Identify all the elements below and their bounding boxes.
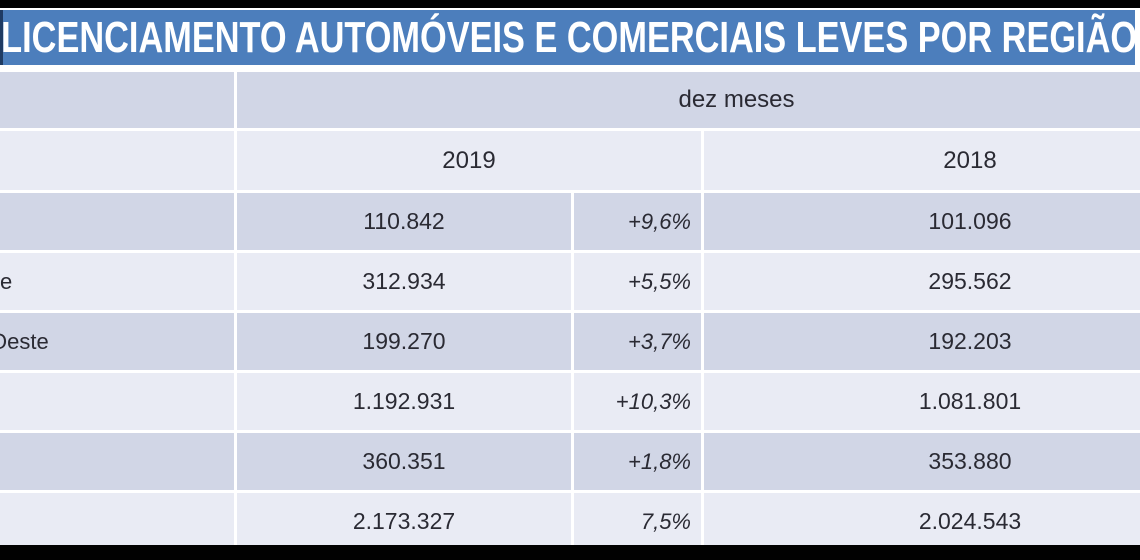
change-pct-cell: +1,8% <box>574 433 701 490</box>
change-pct-cell: +5,5% <box>574 253 701 310</box>
change-pct-cell: +3,7% <box>574 313 701 370</box>
bottom-border-bar <box>0 545 1140 560</box>
value-2019-cell: 312.934 <box>237 253 571 310</box>
value-2018-cell: 192.203 <box>704 313 1140 370</box>
value-2018-cell: 353.880 <box>704 433 1140 490</box>
change-pct-cell: 7,5% <box>574 493 701 550</box>
region-label-fragment: Oeste <box>0 328 49 354</box>
region-cell <box>0 433 234 490</box>
region-cell <box>0 373 234 430</box>
region-label-fragment: e <box>0 268 13 294</box>
value-2018-cell: 1.081.801 <box>704 373 1140 430</box>
value-2019-cell: 199.270 <box>237 313 571 370</box>
title-banner: LICENCIAMENTO AUTOMÓVEIS E COMERCIAIS LE… <box>0 10 1137 65</box>
value-2018-cell: 295.562 <box>704 253 1140 310</box>
change-pct-cell: +9,6% <box>574 193 701 250</box>
page-title: LICENCIAMENTO AUTOMÓVEIS E COMERCIAIS LE… <box>1 12 1137 62</box>
value-2018-cell: 2.024.543 <box>704 493 1140 550</box>
region-cell <box>0 493 234 550</box>
region-cell: Oeste <box>0 313 234 370</box>
value-2019-cell: 110.842 <box>237 193 571 250</box>
value-2019-cell: 2.173.327 <box>237 493 571 550</box>
region-licensing-table: dez meses 2019 2018 110.842 +9,6% 101.096 e… <box>0 72 1140 550</box>
value-2019-cell: 360.351 <box>237 433 571 490</box>
year-row-corner-cell <box>0 131 234 190</box>
top-border-bar <box>0 0 1140 8</box>
value-2018-cell: 101.096 <box>704 193 1140 250</box>
period-header-cell: dez meses <box>237 72 1140 128</box>
year-2018-header: 2018 <box>704 131 1140 190</box>
value-2019-cell: 1.192.931 <box>237 373 571 430</box>
region-cell <box>0 193 234 250</box>
year-2019-header: 2019 <box>237 131 701 190</box>
region-cell: e <box>0 253 234 310</box>
change-pct-cell: +10,3% <box>574 373 701 430</box>
corner-header-cell <box>0 72 234 128</box>
